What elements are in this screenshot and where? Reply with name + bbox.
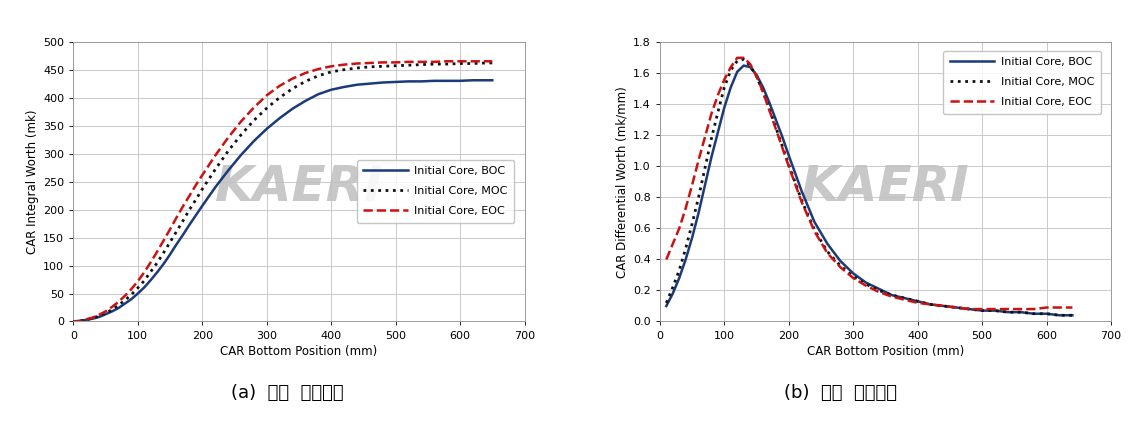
Text: (b)  미분  제어봉가: (b) 미분 제어봉가 bbox=[784, 385, 897, 402]
X-axis label: CAR Bottom Position (mm): CAR Bottom Position (mm) bbox=[807, 345, 964, 358]
X-axis label: CAR Bottom Position (mm): CAR Bottom Position (mm) bbox=[220, 345, 378, 358]
Y-axis label: CAR Integral Worth (mk): CAR Integral Worth (mk) bbox=[26, 110, 39, 254]
Legend: Initial Core, BOC, Initial Core, MOC, Initial Core, EOC: Initial Core, BOC, Initial Core, MOC, In… bbox=[356, 159, 514, 223]
Text: (a)  적분  제어봉가: (a) 적분 제어봉가 bbox=[231, 385, 344, 402]
Text: KAERI: KAERI bbox=[801, 163, 970, 212]
Legend: Initial Core, BOC, Initial Core, MOC, Initial Core, EOC: Initial Core, BOC, Initial Core, MOC, In… bbox=[943, 51, 1101, 114]
Y-axis label: CAR Differential Worth (mk/mm): CAR Differential Worth (mk/mm) bbox=[616, 86, 629, 278]
Text: KAERI: KAERI bbox=[214, 163, 384, 212]
